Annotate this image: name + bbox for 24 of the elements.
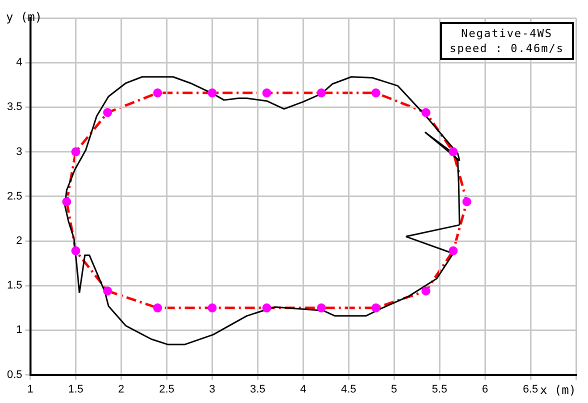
y-tick-label: 2.5 [6,190,22,202]
x-tick-label: 3.5 [250,383,266,396]
y-tick-label: 0.5 [6,368,22,381]
y-tick-label: 1 [16,324,22,336]
x-tick-label: 4.5 [340,383,356,396]
y-axis-title: y (m) [6,10,42,24]
y-tick-label: 4 [16,56,22,69]
x-tick-label: 1.5 [68,383,84,396]
x-tick-label: 5 [391,383,398,396]
annotation: Negative-4WS [461,27,553,40]
x-axis-title: x (m) [540,382,576,397]
y-tick-label: 3 [16,146,22,158]
y-tick-label: 1.5 [6,280,22,292]
x-tick-label: 6 [482,383,488,396]
y-tick-label: 3.5 [6,101,22,114]
x-tick-label: 2 [118,383,124,396]
x-tick-label: 2.5 [159,383,174,396]
x-tick-label: 1 [27,383,34,396]
annotation: speed : 0.46m/s [450,42,564,55]
x-tick-label: 3 [209,383,216,396]
x-tick-label: 5.5 [432,383,448,396]
x-tick-label: 6.5 [522,383,538,396]
y-tick-label: 2 [16,235,22,248]
x-tick-label: 4 [300,383,306,396]
